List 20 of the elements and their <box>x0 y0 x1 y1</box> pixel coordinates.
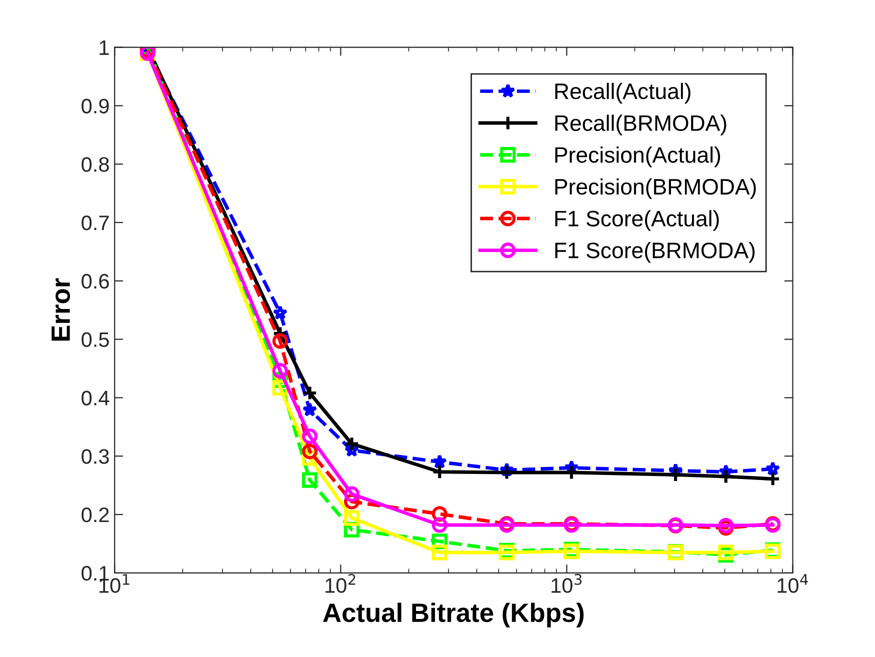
y-tick-label: 0.7 <box>82 216 109 230</box>
legend-label: Precision(Actual) <box>555 146 720 168</box>
y-axis-title: Error <box>52 278 70 341</box>
y-tick-label: 0.6 <box>82 274 109 289</box>
y-tick-label: 0.3 <box>82 449 109 464</box>
y-tick-label: 1 <box>100 40 109 55</box>
y-tick-label: 0.8 <box>82 157 109 172</box>
y-tick-label: 0.5 <box>82 332 109 348</box>
legend-label: Recall(Actual) <box>555 82 690 104</box>
legend-label: F1 Score(Actual) <box>555 210 719 231</box>
y-tick-label: 0.2 <box>82 508 109 522</box>
y-tick-label: 0.4 <box>82 390 110 406</box>
x-axis-title: Actual Bitrate (Kbps) <box>323 602 584 628</box>
x-tick-label: 10$^{4}$ <box>778 574 808 593</box>
legend-label: Recall(BRMODA) <box>555 114 726 136</box>
legend-label: F1 Score(BRMODA) <box>555 242 755 263</box>
y-tick-label: 0.9 <box>82 98 109 114</box>
x-tick-label: 10$^{3}$ <box>552 574 582 593</box>
x-tick-label: 10$^{2}$ <box>326 574 356 593</box>
legend-label: Precision(BRMODA) <box>555 178 756 200</box>
